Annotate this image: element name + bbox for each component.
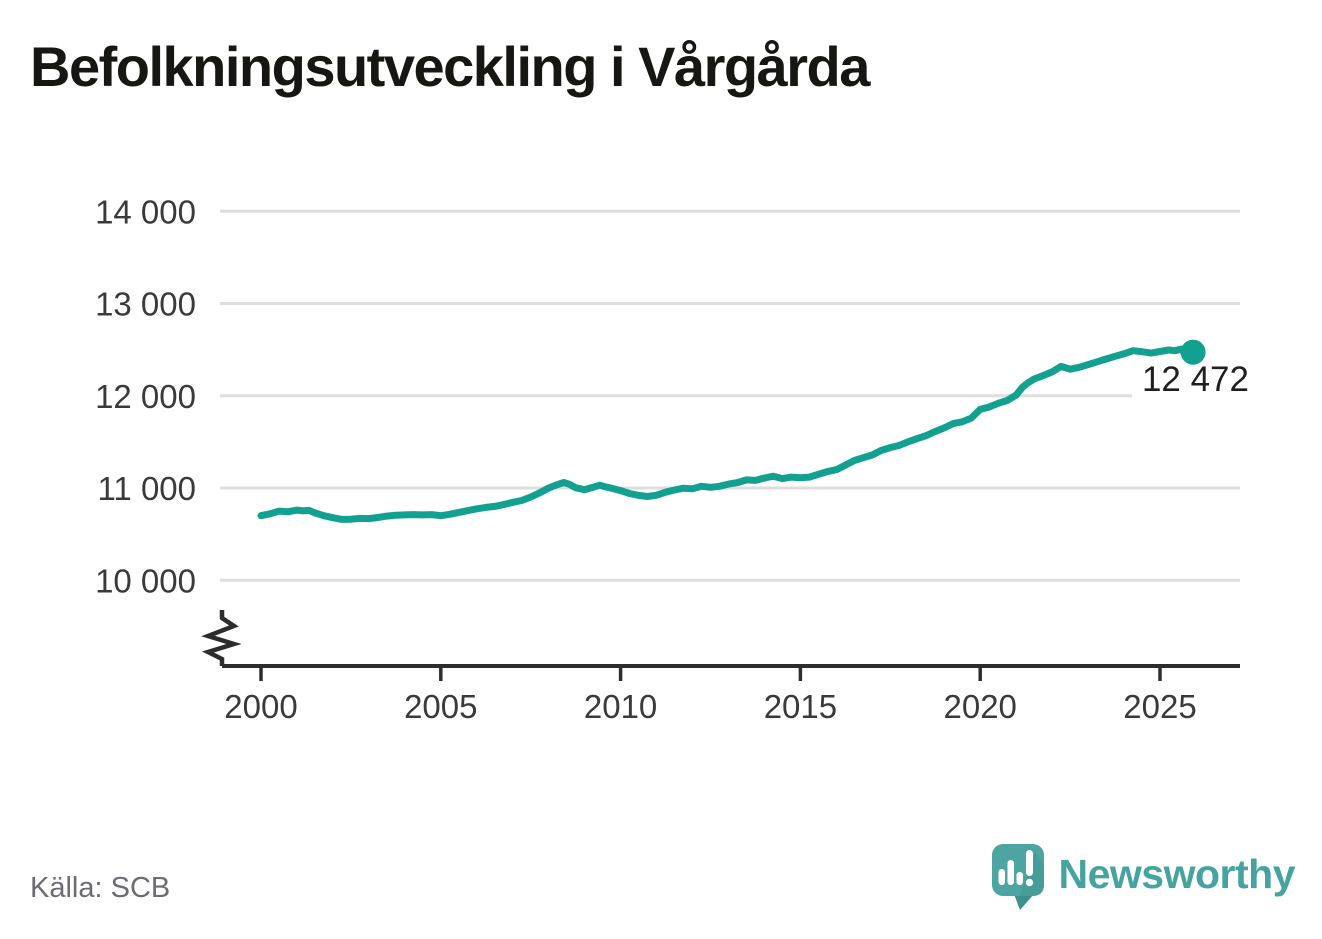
y-tick-label: 12 000	[95, 378, 196, 415]
exclamation-bar-icon	[1025, 850, 1033, 876]
x-tick-label: 2005	[404, 688, 477, 725]
x-tick-label: 2020	[943, 688, 1016, 725]
x-tick-label: 2015	[764, 688, 837, 725]
y-tick-label: 14 000	[95, 193, 196, 230]
exclamation-dot-icon	[1025, 878, 1033, 887]
y-tick-label: 11 000	[98, 470, 196, 507]
speech-bubble-tail	[1013, 894, 1034, 910]
newsworthy-branding: Newsworthy	[990, 842, 1296, 912]
series-end-value-label: 12 472	[1142, 360, 1249, 399]
newsworthy-speech-bubble-chart-icon	[991, 844, 1044, 910]
population-series-line	[257, 345, 1197, 523]
y-tick-label: 10 000	[95, 562, 196, 599]
series-end-marker	[1180, 339, 1206, 365]
x-tick-label: 2000	[224, 688, 297, 725]
y-tick-label: 13 000	[95, 286, 196, 323]
bar-chart-bar-short-icon	[998, 869, 1005, 885]
y-axis-break-zigzag-icon	[201, 610, 242, 666]
newsworthy-wordmark: Newsworthy	[1058, 851, 1296, 897]
x-tick-label: 2010	[584, 688, 657, 725]
page-title: Befolkningsutveckling i Vårgårda	[30, 35, 870, 98]
x-tick-label: 2025	[1123, 688, 1196, 725]
bar-chart-bar-tall-icon	[1007, 860, 1014, 885]
bar-chart-bar-medium-icon	[1016, 872, 1023, 885]
source-note: Källa: SCB	[30, 872, 171, 904]
